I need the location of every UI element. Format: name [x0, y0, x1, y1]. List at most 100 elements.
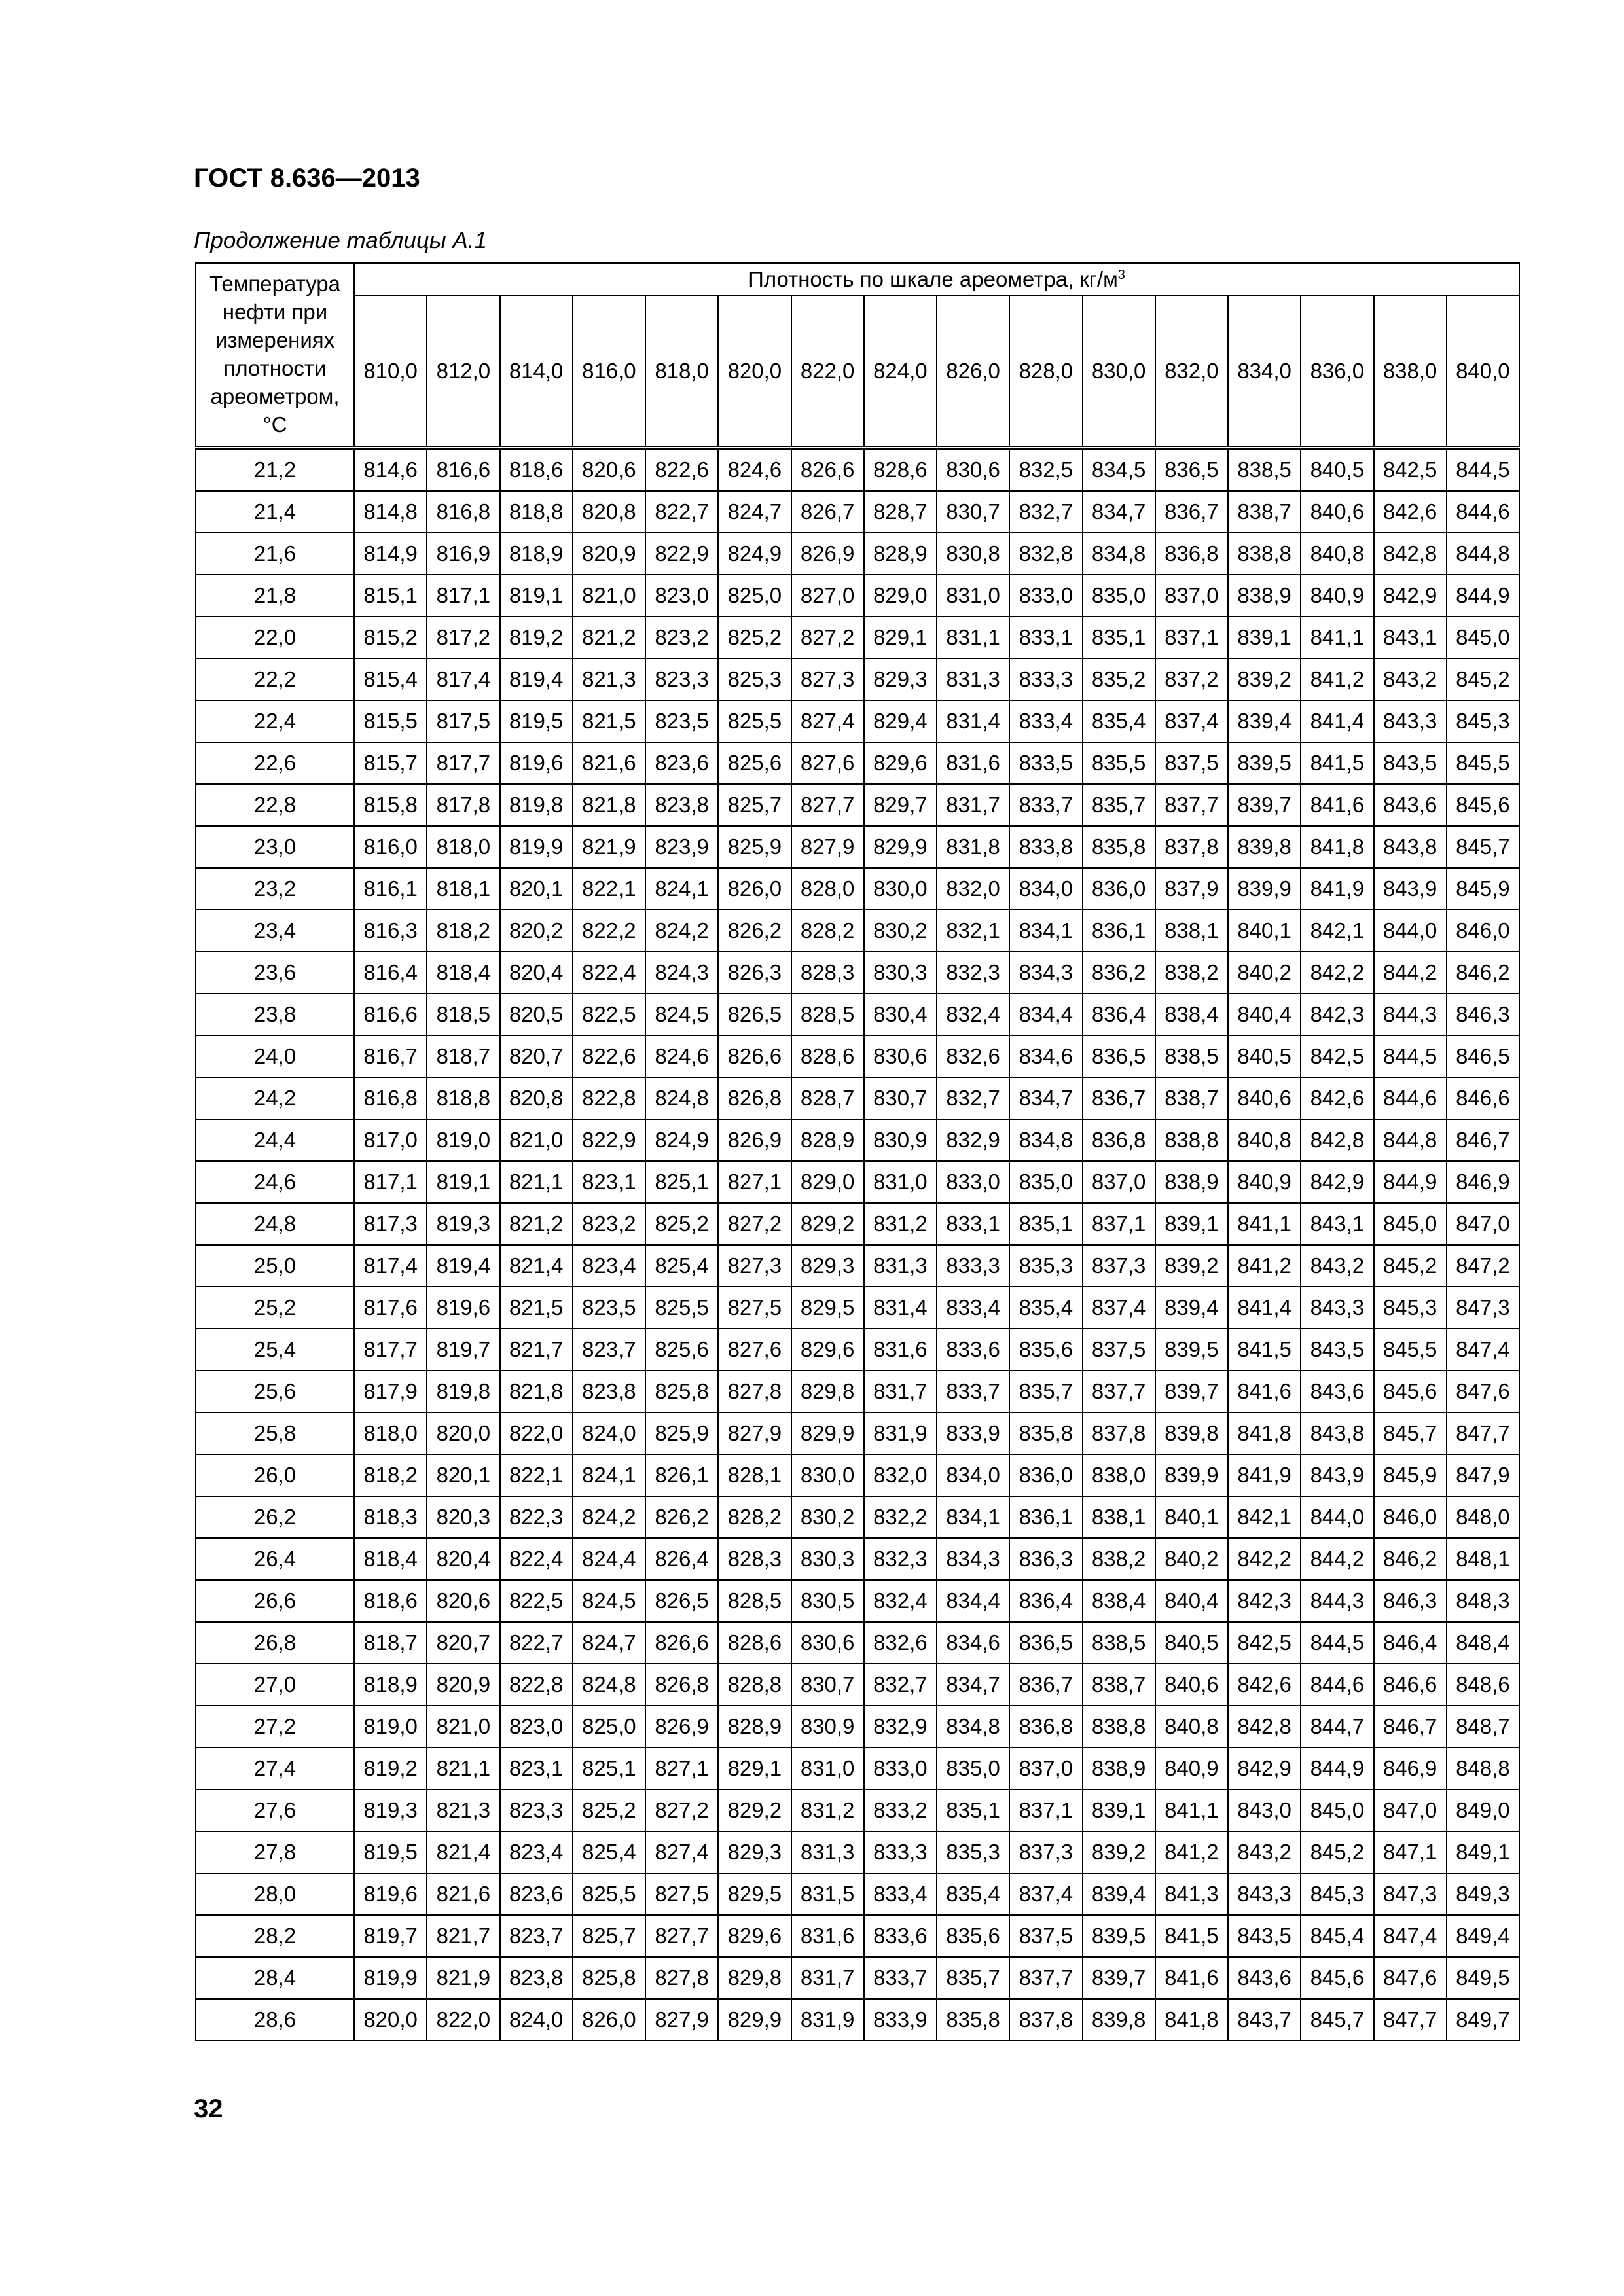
density-cell: 818,4	[353, 1537, 428, 1581]
density-cell: 829,9	[717, 1998, 792, 2041]
density-cell: 847,6	[1373, 1956, 1447, 2000]
column-header: 826,0	[935, 295, 1011, 450]
temperature-cell: 26,2	[195, 1496, 355, 1539]
density-cell: 848,1	[1445, 1537, 1521, 1581]
density-cell: 821,0	[499, 1119, 573, 1162]
density-cell: 827,9	[644, 1998, 719, 2041]
density-cell: 834,1	[935, 1496, 1011, 1539]
density-cell: 844,8	[1445, 532, 1521, 575]
column-header: 814,0	[499, 295, 573, 450]
table-row: 21,2 814,6 816,6 818,6 820,6 822,6 824,6 826,6 8…	[195, 447, 1521, 492]
density-cell: 847,7	[1373, 1998, 1447, 2041]
density-cell: 841,5	[1300, 742, 1375, 785]
density-cell: 843,3	[1227, 1873, 1302, 1916]
density-cell: 820,6	[571, 447, 647, 492]
table-row: 25,6 817,9 819,8 821,8 823,8 825,8 827,8 829,8 8…	[195, 1370, 1521, 1413]
density-cell: 816,0	[353, 825, 428, 869]
table-row: 25,0 817,4 819,4 821,4 823,4 825,4 827,3 829,3 8…	[195, 1244, 1521, 1287]
density-cell: 834,7	[1081, 490, 1156, 533]
density-cell: 825,4	[644, 1244, 719, 1287]
density-cell: 824,2	[644, 909, 719, 952]
density-cell: 821,7	[499, 1328, 573, 1371]
density-cell: 842,6	[1373, 490, 1447, 533]
density-cell: 831,2	[863, 1202, 938, 1246]
density-cell: 827,5	[717, 1286, 792, 1329]
density-cell: 844,9	[1445, 574, 1521, 617]
density-cell: 835,8	[935, 1998, 1011, 2041]
density-cell: 829,3	[790, 1244, 865, 1287]
density-cell: 833,6	[863, 1914, 938, 1958]
density-cell: 834,0	[935, 1454, 1011, 1497]
density-cell: 838,1	[1154, 909, 1229, 952]
density-cell: 832,5	[1009, 447, 1083, 492]
density-cell: 835,6	[935, 1914, 1011, 1958]
density-cell: 826,9	[717, 1119, 792, 1162]
density-cell: 822,3	[499, 1496, 573, 1539]
density-cell: 820,7	[426, 1621, 501, 1664]
density-cell: 817,0	[353, 1119, 428, 1162]
density-cell: 841,8	[1154, 1998, 1229, 2041]
density-cell: 817,2	[426, 616, 501, 659]
table-row: 22,0 815,2 817,2 819,2 821,2 823,2 825,2 827,2 8…	[195, 616, 1521, 659]
density-cell: 825,1	[644, 1160, 719, 1204]
density-cell: 814,9	[353, 532, 428, 575]
density-cell: 826,0	[717, 867, 792, 910]
density-cell: 829,1	[863, 616, 938, 659]
density-cell: 841,2	[1300, 658, 1375, 701]
density-cell: 842,1	[1227, 1496, 1302, 1539]
density-cell: 824,4	[571, 1537, 647, 1581]
density-cell: 825,9	[644, 1412, 719, 1455]
density-cell: 833,8	[1009, 825, 1083, 869]
density-cell: 817,1	[426, 574, 501, 617]
density-cell: 847,3	[1445, 1286, 1521, 1329]
density-cell: 823,0	[644, 574, 719, 617]
density-cell: 842,6	[1227, 1663, 1302, 1706]
density-cell: 828,2	[790, 909, 865, 952]
table-row: 27,8 819,5 821,4 823,4 825,4 827,4 829,3 831,3 8…	[195, 1831, 1521, 1874]
density-cell: 831,3	[790, 1831, 865, 1874]
density-cell: 823,6	[644, 742, 719, 785]
density-cell: 825,1	[571, 1747, 647, 1790]
column-header: 836,0	[1300, 295, 1375, 450]
temperature-cell: 25,0	[195, 1244, 355, 1287]
density-cell: 818,4	[426, 951, 501, 994]
density-cell: 843,6	[1373, 783, 1447, 827]
density-cell: 832,7	[863, 1663, 938, 1706]
density-cell: 825,5	[717, 700, 792, 743]
density-cell: 834,5	[1081, 447, 1156, 492]
density-cell: 837,3	[1081, 1244, 1156, 1287]
density-cell: 833,4	[935, 1286, 1011, 1329]
density-cell: 819,3	[353, 1789, 428, 1832]
density-table: Температура нефти при измерениях плотнос…	[195, 262, 1521, 2041]
density-cell: 840,8	[1300, 532, 1375, 575]
density-cell: 829,1	[717, 1747, 792, 1790]
density-cell: 833,5	[1009, 742, 1083, 785]
density-cell: 827,9	[717, 1412, 792, 1455]
density-cell: 832,2	[863, 1496, 938, 1539]
density-cell: 819,7	[353, 1914, 428, 1958]
temperature-cell: 26,8	[195, 1621, 355, 1664]
density-cell: 818,0	[426, 825, 501, 869]
density-cell: 843,5	[1300, 1328, 1375, 1371]
density-cell: 830,7	[935, 490, 1011, 533]
document-title: ГОСТ 8.636—2013	[194, 164, 420, 192]
density-cell: 840,8	[1154, 1705, 1229, 1748]
density-cell: 837,3	[1009, 1831, 1083, 1874]
density-cell: 837,8	[1154, 825, 1229, 869]
density-cell: 836,2	[1081, 951, 1156, 994]
density-cell: 845,7	[1445, 825, 1521, 869]
temperature-cell: 25,6	[195, 1370, 355, 1413]
density-cell: 820,4	[499, 951, 573, 994]
density-cell: 820,1	[426, 1454, 501, 1497]
density-cell: 837,5	[1154, 742, 1229, 785]
density-cell: 823,7	[571, 1328, 647, 1371]
density-cell: 815,2	[353, 616, 428, 659]
density-cell: 838,4	[1081, 1579, 1156, 1623]
density-cell: 845,4	[1300, 1914, 1375, 1958]
density-cell: 841,5	[1154, 1914, 1229, 1958]
density-cell: 845,2	[1445, 658, 1521, 701]
density-cell: 839,5	[1081, 1914, 1156, 1958]
density-cell: 828,9	[863, 532, 938, 575]
temperature-cell: 21,8	[195, 574, 355, 617]
density-cell: 843,1	[1373, 616, 1447, 659]
